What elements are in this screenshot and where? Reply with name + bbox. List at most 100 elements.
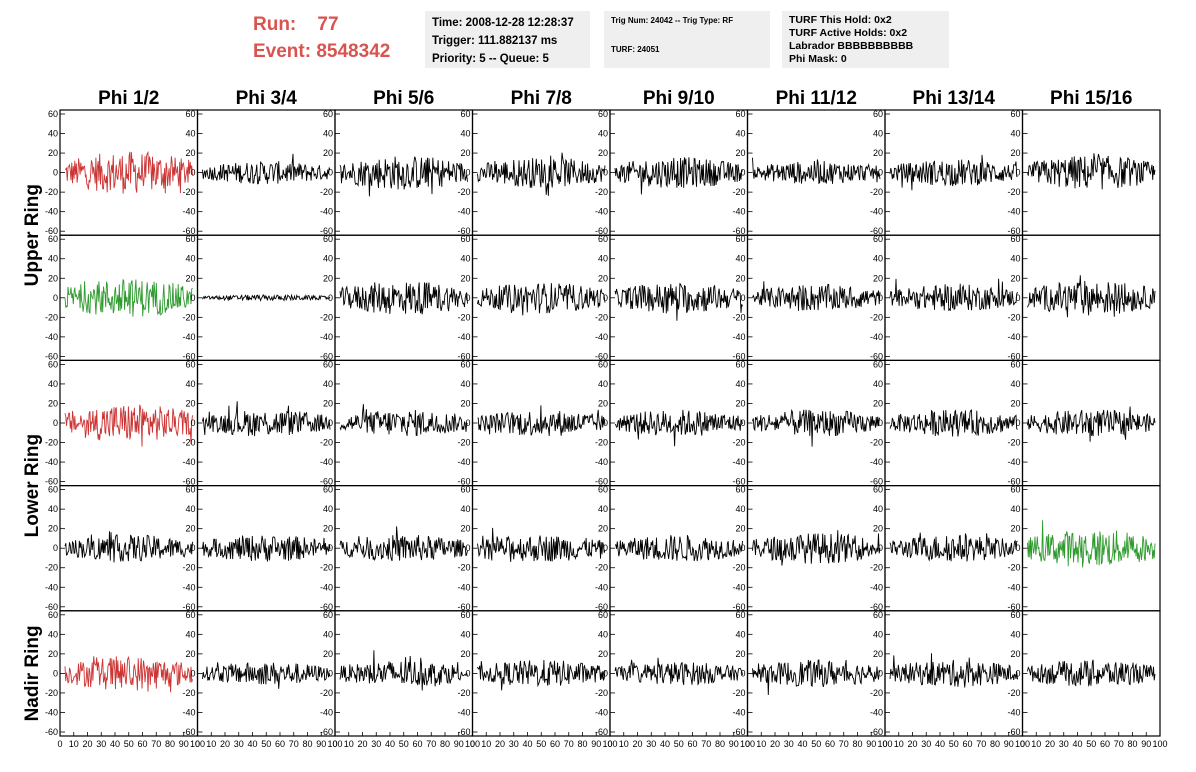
- y-tick-label: 0: [53, 418, 58, 428]
- y-tick-label: 20: [873, 148, 883, 158]
- y-tick-label: -40: [595, 582, 608, 592]
- x-tick-label: 30: [96, 739, 106, 749]
- x-tick-label: 90: [1141, 739, 1151, 749]
- x-tick-label: 100: [465, 739, 480, 749]
- y-tick-label: -60: [732, 477, 745, 487]
- y-tick-label: -20: [320, 438, 333, 448]
- y-tick-label: 40: [598, 129, 608, 139]
- turf-info-box: TURF This Hold: 0x2 TURF Active Holds: 0…: [782, 11, 949, 68]
- y-tick-label: -60: [182, 477, 195, 487]
- y-tick-label: 40: [48, 129, 58, 139]
- x-tick-label: 100: [1015, 739, 1030, 749]
- y-tick-label: 40: [460, 254, 470, 264]
- x-tick-label: 20: [357, 739, 367, 749]
- time-info-box: Time: 2008-12-28 12:28:37 Trigger: 111.8…: [425, 11, 590, 68]
- x-tick-label: 90: [729, 739, 739, 749]
- x-tick-label: 0: [745, 739, 750, 749]
- y-tick-label: 20: [873, 524, 883, 534]
- y-tick-label: 60: [873, 610, 883, 620]
- y-tick-label: 20: [323, 524, 333, 534]
- column-header: Phi 13/14: [913, 88, 996, 109]
- x-tick-label: 50: [949, 739, 959, 749]
- y-tick-label: -40: [182, 207, 195, 217]
- y-tick-label: -20: [595, 187, 608, 197]
- y-tick-label: -60: [457, 602, 470, 612]
- waveform-trace: [1027, 153, 1156, 190]
- x-tick-label: 20: [770, 739, 780, 749]
- y-tick-label: 60: [48, 234, 58, 244]
- y-tick-label: -20: [732, 438, 745, 448]
- y-tick-label: 20: [48, 398, 58, 408]
- y-tick-label: -60: [870, 602, 883, 612]
- y-tick-label: 0: [53, 293, 58, 303]
- y-tick-label: 0: [740, 293, 745, 303]
- y-tick-label: -40: [320, 707, 333, 717]
- x-tick-label: 90: [179, 739, 189, 749]
- event-number: 8548342: [316, 41, 391, 62]
- y-tick-label: 0: [1015, 668, 1020, 678]
- y-tick-label: 0: [740, 168, 745, 178]
- y-tick-label: 20: [1010, 524, 1020, 534]
- y-tick-label: -40: [45, 707, 58, 717]
- x-tick-label: 80: [715, 739, 725, 749]
- y-tick-label: 40: [873, 254, 883, 264]
- waveform-trace: [614, 157, 743, 195]
- y-tick-label: 0: [1015, 293, 1020, 303]
- y-tick-label: -40: [870, 207, 883, 217]
- y-tick-label: 0: [465, 418, 470, 428]
- y-tick-label: -20: [45, 688, 58, 698]
- x-tick-label: 30: [371, 739, 381, 749]
- y-tick-label: 60: [323, 234, 333, 244]
- y-tick-label: -60: [870, 477, 883, 487]
- y-tick-label: -60: [732, 602, 745, 612]
- y-tick-label: -20: [45, 312, 58, 322]
- y-tick-label: -40: [1007, 707, 1020, 717]
- time-text: Time: 2008-12-28 12:28:37: [432, 17, 574, 29]
- x-tick-label: 80: [165, 739, 175, 749]
- x-tick-label: 40: [522, 739, 532, 749]
- y-tick-label: 0: [878, 543, 883, 553]
- y-tick-label: -40: [45, 457, 58, 467]
- waveform-trace: [1027, 520, 1156, 568]
- y-tick-label: 20: [460, 649, 470, 659]
- y-tick-label: 20: [598, 398, 608, 408]
- x-tick-label: 40: [1072, 739, 1082, 749]
- y-tick-label: 0: [53, 543, 58, 553]
- y-tick-label: -60: [320, 602, 333, 612]
- x-tick-label: 60: [137, 739, 147, 749]
- waveform-trace: [339, 650, 468, 691]
- x-tick-label: 60: [275, 739, 285, 749]
- x-tick-label: 10: [69, 739, 79, 749]
- x-tick-label: 80: [1127, 739, 1137, 749]
- y-tick-label: 0: [190, 293, 195, 303]
- y-tick-label: 0: [740, 418, 745, 428]
- y-tick-label: 0: [328, 168, 333, 178]
- y-tick-label: -60: [1007, 602, 1020, 612]
- y-tick-label: 0: [603, 168, 608, 178]
- x-tick-label: 0: [882, 739, 887, 749]
- y-tick-label: 40: [598, 629, 608, 639]
- row-label: Lower Ring: [22, 434, 43, 537]
- waveform-trace: [889, 653, 1018, 688]
- labrador-text: Labrador BBBBBBBBBB: [789, 40, 914, 52]
- y-tick-label: -40: [45, 207, 58, 217]
- y-tick-label: -40: [732, 332, 745, 342]
- y-tick-label: 60: [185, 359, 195, 369]
- x-tick-label: 60: [1100, 739, 1110, 749]
- x-tick-label: 100: [190, 739, 205, 749]
- y-tick-label: 40: [1010, 254, 1020, 264]
- x-tick-label: 60: [412, 739, 422, 749]
- y-tick-label: 60: [598, 109, 608, 119]
- y-tick-label: 40: [1010, 504, 1020, 514]
- x-tick-label: 40: [247, 739, 257, 749]
- y-tick-label: -40: [732, 457, 745, 467]
- y-tick-label: 40: [323, 254, 333, 264]
- y-tick-label: 60: [48, 109, 58, 119]
- y-tick-label: 20: [735, 148, 745, 158]
- waveform-trace: [889, 278, 1018, 312]
- y-tick-label: -20: [870, 187, 883, 197]
- x-tick-label: 80: [852, 739, 862, 749]
- y-tick-label: -20: [1007, 688, 1020, 698]
- y-tick-label: -40: [457, 457, 470, 467]
